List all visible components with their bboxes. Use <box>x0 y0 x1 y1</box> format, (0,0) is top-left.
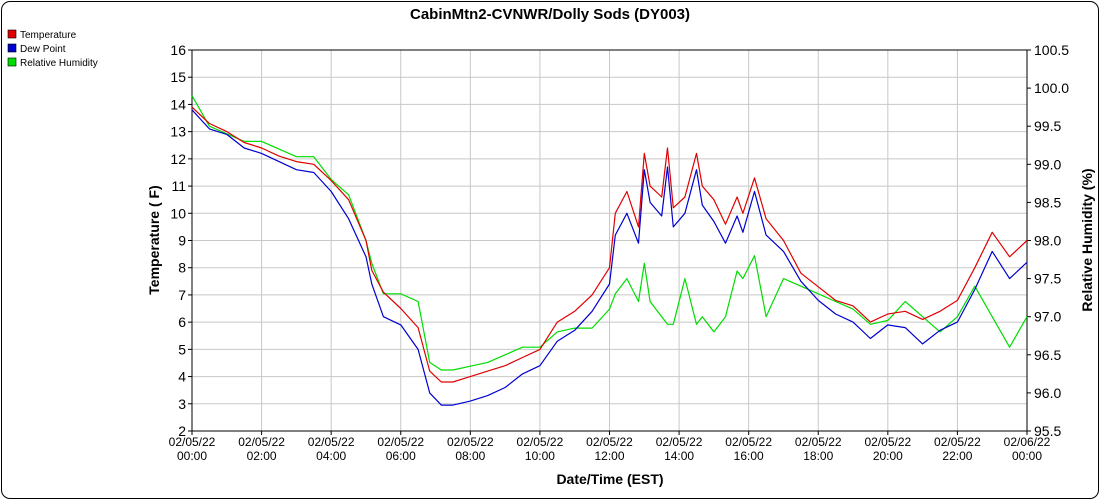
y-left-tick-label: 16 <box>170 42 186 58</box>
grid <box>191 49 1028 432</box>
y-right-tick-label: 100.0 <box>1034 80 1069 96</box>
x-tick-label-date: 02/05/22 <box>238 435 285 449</box>
y-left-tick-label: 2 <box>178 423 186 439</box>
x-tick-label-date: 02/05/22 <box>934 435 981 449</box>
x-axis-label: Date/Time (EST) <box>556 471 663 487</box>
y-left-tick-label: 13 <box>170 124 186 140</box>
legend-label-dew-point: Dew Point <box>20 44 66 55</box>
legend-label-relative-humidity: Relative Humidity <box>20 58 98 69</box>
x-tick-label-time: 08:00 <box>455 449 485 463</box>
y-right-tick-label: 97.5 <box>1034 271 1061 287</box>
legend-swatch-dew-point <box>7 43 17 53</box>
legend-swatch-relative-humidity <box>7 57 17 67</box>
y-left-tick-label: 12 <box>170 151 186 167</box>
y-right-tick-label: 100.5 <box>1034 42 1069 58</box>
y-right-tick-label: 98.5 <box>1034 194 1061 210</box>
x-tick-label-time: 00:00 <box>177 449 207 463</box>
y-left-tick-label: 10 <box>170 205 186 221</box>
x-tick-label-date: 02/05/22 <box>169 435 216 449</box>
x-tick-label-time: 14:00 <box>664 449 694 463</box>
x-tick-label-time: 06:00 <box>386 449 416 463</box>
x-tick-label-date: 02/05/22 <box>795 435 842 449</box>
y-axis-right-ticks: 95.5 96.0 96.5 97.0 97.5 98.0 98.5 99.0 99.5 100.… <box>1027 42 1069 439</box>
series-lines <box>191 95 1028 406</box>
x-tick-label-date: 02/05/22 <box>656 435 703 449</box>
y-left-tick-label: 6 <box>178 314 186 330</box>
y-right-tick-label: 95.5 <box>1034 423 1061 439</box>
y-axis-right-label: Relative Humidity (%) <box>1079 168 1095 311</box>
series-line-dew-point <box>191 109 1028 406</box>
x-tick-label-date: 02/05/22 <box>377 435 424 449</box>
y-right-tick-label: 99.0 <box>1034 156 1061 172</box>
x-tick-label-time: 10:00 <box>525 449 555 463</box>
legend-swatch-temperature <box>7 29 17 39</box>
x-tick-label-date: 02/05/22 <box>864 435 911 449</box>
y-left-tick-label: 4 <box>178 369 186 385</box>
y-right-tick-label: 97.0 <box>1034 309 1061 325</box>
y-right-tick-label: 98.0 <box>1034 233 1061 249</box>
x-axis-ticks: 02/05/2200:0002/05/2202:0002/05/2204:000… <box>169 431 1051 463</box>
y-left-tick-label: 7 <box>178 287 186 303</box>
x-tick-label-date: 02/06/22 <box>1004 435 1051 449</box>
x-tick-label-date: 02/05/22 <box>517 435 564 449</box>
legend: Temperature Dew Point Relative Humidity <box>7 29 98 69</box>
x-tick-label-time: 22:00 <box>942 449 972 463</box>
y-left-tick-label: 8 <box>178 260 186 276</box>
y-left-tick-label: 9 <box>178 233 186 249</box>
series-line-relative-humidity <box>191 95 1028 371</box>
y-right-tick-label: 99.5 <box>1034 118 1061 134</box>
x-tick-label-time: 20:00 <box>873 449 903 463</box>
y-left-tick-label: 15 <box>170 69 186 85</box>
y-left-tick-label: 14 <box>170 96 186 112</box>
x-tick-label-time: 02:00 <box>247 449 277 463</box>
x-tick-label-time: 00:00 <box>1012 449 1042 463</box>
x-tick-label-date: 02/05/22 <box>586 435 633 449</box>
y-left-tick-label: 3 <box>178 396 186 412</box>
y-left-tick-label: 11 <box>171 178 186 194</box>
y-right-tick-label: 96.5 <box>1034 347 1061 363</box>
x-tick-label-date: 02/05/22 <box>725 435 772 449</box>
y-right-tick-label: 96.0 <box>1034 385 1061 401</box>
y-axis-left-ticks: 2 3 4 5 6 7 8 9 10 11 12 13 14 15 16 <box>170 42 192 439</box>
x-tick-label-time: 18:00 <box>803 449 833 463</box>
y-axis-left-label: Temperature ( F) <box>146 185 162 294</box>
x-tick-label-date: 02/05/22 <box>308 435 355 449</box>
legend-label-temperature: Temperature <box>20 30 77 41</box>
x-tick-label-time: 12:00 <box>594 449 624 463</box>
x-tick-label-date: 02/05/22 <box>447 435 494 449</box>
x-tick-label-time: 16:00 <box>734 449 764 463</box>
series-line-temperature <box>191 106 1028 383</box>
chart-title: CabinMtn2-CVNWR/Dolly Sods (DY003) <box>410 6 690 23</box>
y-left-tick-label: 5 <box>178 341 186 357</box>
x-tick-label-time: 04:00 <box>316 449 346 463</box>
